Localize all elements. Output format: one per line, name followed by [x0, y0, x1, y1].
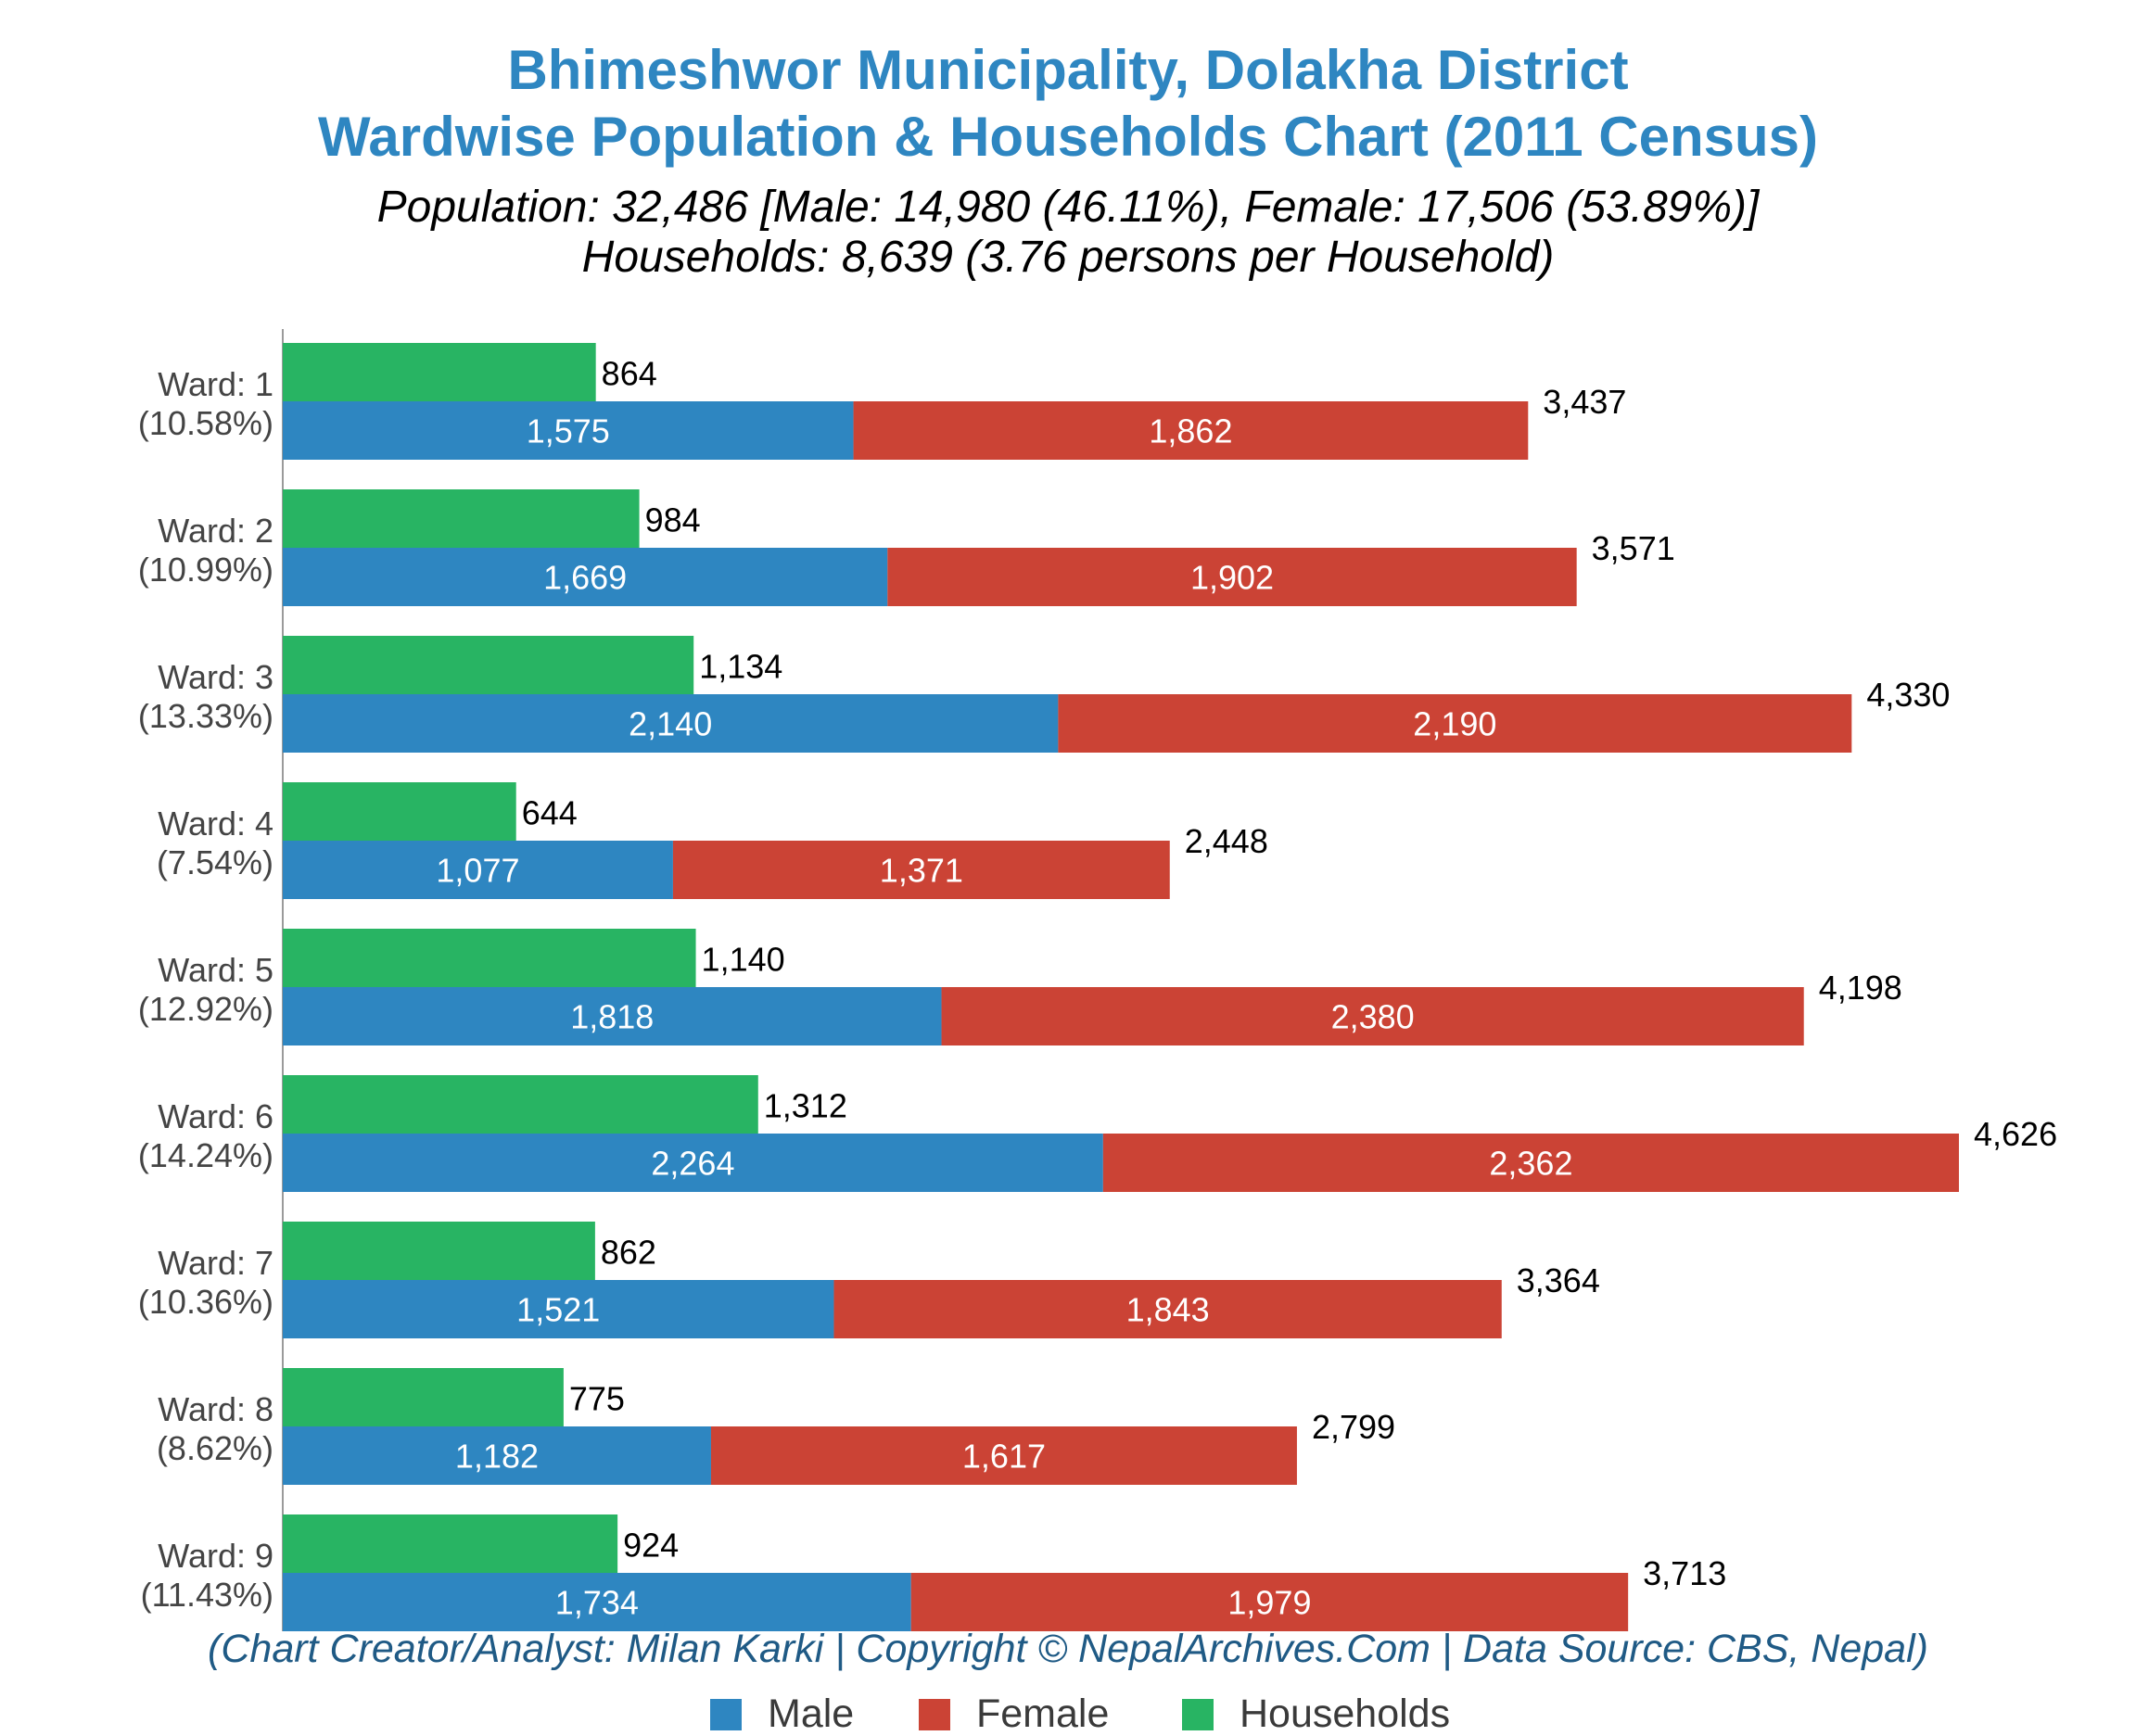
households-label-ward-7: 862: [601, 1234, 656, 1272]
female-label-ward-7: 1,843: [1126, 1291, 1210, 1329]
households-bar-ward-4: [283, 782, 516, 841]
female-bar-ward-4: [672, 841, 1170, 899]
total-label-ward-6: 4,626: [1974, 1115, 2057, 1153]
male-bar-ward-8: [283, 1426, 711, 1485]
ward-label-5: Ward: 5: [158, 951, 273, 989]
households-bar-ward-6: [283, 1075, 758, 1134]
male-label-ward-4: 1,077: [436, 852, 519, 890]
male-label-ward-2: 1,669: [543, 559, 627, 597]
households-label-ward-2: 984: [645, 501, 701, 539]
female-label-ward-4: 1,371: [880, 852, 963, 890]
male-bar-ward-1: [283, 401, 854, 460]
households-label-ward-1: 864: [602, 355, 657, 393]
households-label-ward-9: 924: [623, 1527, 679, 1565]
households-bar-ward-2: [283, 489, 640, 548]
female-bar-ward-6: [1102, 1134, 1959, 1192]
chart-credit: (Chart Creator/Analyst: Milan Karki | Co…: [208, 1627, 1928, 1671]
total-label-ward-4: 2,448: [1185, 822, 1268, 860]
female-label-ward-2: 1,902: [1190, 559, 1274, 597]
chart-subtitle-households: Households: 8,639 (3.76 persons per Hous…: [581, 233, 1555, 282]
legend-swatch-male: [710, 1699, 742, 1730]
female-bar-ward-2: [887, 548, 1577, 606]
chart-legend: Male Female Households: [0, 1694, 2136, 1734]
total-label-ward-7: 3,364: [1517, 1261, 1600, 1299]
ward-label-2: Ward: 2: [158, 512, 273, 550]
female-bar-ward-9: [910, 1573, 1629, 1631]
households-bar-ward-3: [283, 636, 694, 694]
households-label-ward-3: 1,134: [699, 648, 782, 686]
ward-label-7: Ward: 7: [158, 1244, 273, 1282]
female-label-ward-9: 1,979: [1227, 1584, 1311, 1622]
total-label-ward-5: 4,198: [1819, 969, 1902, 1007]
ward-share-label-6: (14.24%): [138, 1136, 273, 1174]
male-bar-ward-2: [283, 548, 888, 606]
ward-share-label-8: (8.62%): [157, 1429, 273, 1467]
ward-label-9: Ward: 9: [158, 1537, 273, 1575]
households-bar-ward-1: [283, 343, 596, 401]
ward-share-label-5: (12.92%): [138, 990, 273, 1028]
female-bar-ward-3: [1058, 694, 1852, 753]
male-label-ward-3: 2,140: [629, 705, 712, 743]
legend-label-male: Male: [768, 1692, 855, 1736]
male-bar-ward-3: [283, 694, 1059, 753]
male-label-ward-8: 1,182: [455, 1438, 539, 1476]
female-bar-ward-1: [853, 401, 1529, 460]
ward-share-label-2: (10.99%): [138, 551, 273, 589]
ward-share-label-4: (7.54%): [157, 843, 273, 881]
ward-label-6: Ward: 6: [158, 1097, 273, 1135]
ward-label-8: Ward: 8: [158, 1390, 273, 1428]
households-bar-ward-5: [283, 929, 696, 987]
female-label-ward-5: 2,380: [1331, 998, 1415, 1036]
total-label-ward-1: 3,437: [1543, 383, 1626, 421]
households-label-ward-4: 644: [522, 794, 578, 832]
total-label-ward-8: 2,799: [1312, 1408, 1395, 1446]
female-bar-ward-5: [941, 987, 1804, 1045]
male-label-ward-9: 1,734: [555, 1584, 639, 1622]
households-bar-ward-9: [283, 1514, 618, 1573]
households-label-ward-6: 1,312: [764, 1087, 847, 1125]
households-bar-ward-7: [283, 1222, 595, 1280]
female-label-ward-8: 1,617: [962, 1438, 1046, 1476]
female-label-ward-1: 1,862: [1149, 412, 1232, 450]
male-bar-ward-9: [283, 1573, 911, 1631]
male-label-ward-1: 1,575: [527, 412, 610, 450]
legend-label-female: Female: [976, 1692, 1110, 1736]
legend-swatch-female: [919, 1699, 950, 1730]
male-label-ward-6: 2,264: [651, 1145, 734, 1183]
households-bar-ward-8: [283, 1368, 564, 1426]
male-label-ward-7: 1,521: [516, 1291, 600, 1329]
total-label-ward-9: 3,713: [1643, 1554, 1726, 1592]
male-bar-ward-6: [283, 1134, 1103, 1192]
ward-share-label-9: (11.43%): [141, 1576, 273, 1614]
female-bar-ward-7: [833, 1280, 1502, 1338]
male-label-ward-5: 1,818: [570, 998, 654, 1036]
female-label-ward-3: 2,190: [1413, 705, 1496, 743]
ward-label-4: Ward: 4: [158, 805, 273, 843]
chart-title-line2: Wardwise Population & Households Chart (…: [317, 106, 1819, 168]
male-bar-ward-4: [283, 841, 673, 899]
households-label-ward-8: 775: [569, 1380, 625, 1418]
ward-share-label-7: (10.36%): [138, 1283, 273, 1321]
total-label-ward-2: 3,571: [1592, 529, 1675, 567]
chart-title-line1: Bhimeshwor Municipality, Dolakha Distric…: [507, 39, 1629, 101]
chart-subtitle-population: Population: 32,486 [Male: 14,980 (46.11%…: [376, 183, 1760, 232]
legend-swatch-households: [1182, 1699, 1214, 1730]
male-bar-ward-5: [283, 987, 942, 1045]
legend-label-households: Households: [1240, 1692, 1451, 1736]
female-label-ward-6: 2,362: [1489, 1145, 1572, 1183]
male-bar-ward-7: [283, 1280, 834, 1338]
ward-share-label-1: (10.58%): [138, 404, 273, 442]
ward-label-3: Ward: 3: [158, 658, 273, 696]
female-bar-ward-8: [710, 1426, 1297, 1485]
total-label-ward-3: 4,330: [1866, 676, 1950, 714]
ward-label-1: Ward: 1: [158, 365, 273, 403]
households-label-ward-5: 1,140: [702, 941, 785, 979]
ward-share-label-3: (13.33%): [138, 697, 273, 735]
